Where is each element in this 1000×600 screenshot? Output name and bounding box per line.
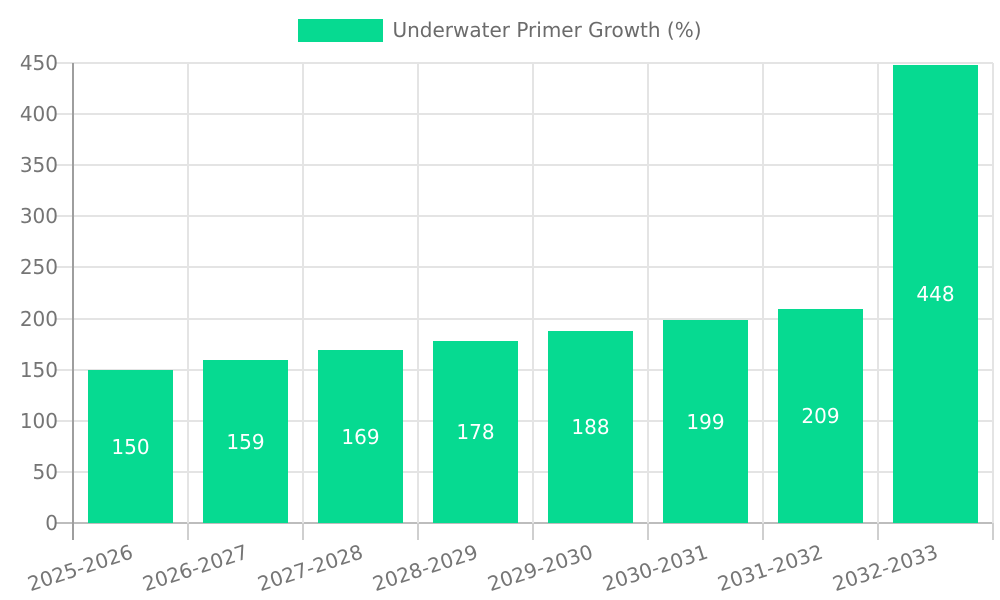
bar-value-label: 199 bbox=[686, 409, 725, 434]
bar-value-label: 188 bbox=[571, 415, 610, 439]
h-gridline bbox=[55, 113, 993, 115]
h-gridline bbox=[55, 522, 993, 524]
x-axis-tick bbox=[417, 523, 419, 540]
h-gridline bbox=[55, 266, 993, 268]
y-tick-label: 300 bbox=[19, 204, 58, 228]
v-gridline bbox=[417, 63, 419, 523]
bar-value-label: 150 bbox=[111, 434, 150, 459]
bar-value-label: 169 bbox=[341, 424, 380, 449]
bar[interactable]: 209 bbox=[778, 309, 863, 523]
bar-value-label: 448 bbox=[916, 282, 955, 306]
y-tick-label: 200 bbox=[19, 307, 58, 331]
h-gridline bbox=[55, 318, 993, 320]
x-tick-label: 2028-2029 bbox=[369, 539, 481, 597]
legend-color-swatch bbox=[298, 18, 384, 42]
y-tick-label: 250 bbox=[19, 255, 58, 279]
bar[interactable]: 188 bbox=[548, 331, 633, 523]
h-gridline bbox=[55, 62, 993, 64]
h-gridline bbox=[55, 369, 993, 371]
x-tick-label: 2030-2031 bbox=[599, 539, 711, 597]
bar[interactable]: 448 bbox=[893, 65, 978, 523]
x-axis-tick bbox=[992, 523, 994, 540]
h-gridline bbox=[55, 420, 993, 422]
y-tick-label: 0 bbox=[45, 511, 58, 535]
y-tick-label: 350 bbox=[19, 153, 58, 177]
x-axis-tick bbox=[877, 523, 879, 540]
y-tick-label: 50 bbox=[32, 460, 58, 484]
x-axis-tick bbox=[762, 523, 764, 540]
legend-label: Underwater Primer Growth (%) bbox=[392, 18, 702, 42]
v-gridline bbox=[877, 63, 879, 523]
v-gridline bbox=[992, 63, 994, 523]
x-tick-label: 2029-2030 bbox=[484, 539, 596, 597]
v-gridline bbox=[302, 63, 304, 523]
bar-value-label: 209 bbox=[801, 404, 840, 428]
y-axis-line bbox=[72, 63, 74, 540]
y-tick-label: 400 bbox=[19, 102, 58, 126]
h-gridline bbox=[55, 164, 993, 166]
legend-item[interactable]: Underwater Primer Growth (%) bbox=[298, 18, 702, 42]
y-tick-label: 150 bbox=[19, 358, 58, 382]
x-axis-tick bbox=[532, 523, 534, 540]
bar[interactable]: 150 bbox=[88, 370, 173, 523]
x-axis-tick bbox=[647, 523, 649, 540]
x-tick-label: 2032-2033 bbox=[829, 539, 941, 597]
bar[interactable]: 178 bbox=[433, 341, 518, 523]
h-gridline bbox=[55, 471, 993, 473]
x-tick-label: 2027-2028 bbox=[254, 539, 366, 597]
bar[interactable]: 199 bbox=[663, 320, 748, 523]
bar-value-label: 178 bbox=[456, 420, 495, 444]
x-tick-label: 2031-2032 bbox=[714, 539, 826, 597]
x-axis-tick bbox=[187, 523, 189, 540]
h-gridline bbox=[55, 215, 993, 217]
x-tick-label: 2026-2027 bbox=[139, 539, 251, 597]
v-gridline bbox=[532, 63, 534, 523]
x-tick-label: 2025-2026 bbox=[24, 539, 136, 597]
bar[interactable]: 159 bbox=[203, 360, 288, 523]
chart-legend: Underwater Primer Growth (%) bbox=[0, 18, 1000, 42]
bar[interactable]: 169 bbox=[318, 350, 403, 523]
v-gridline bbox=[647, 63, 649, 523]
bar-value-label: 159 bbox=[226, 429, 265, 454]
y-tick-label: 100 bbox=[19, 409, 58, 433]
x-axis-tick bbox=[302, 523, 304, 540]
y-tick-label: 450 bbox=[19, 51, 58, 75]
v-gridline bbox=[762, 63, 764, 523]
v-gridline bbox=[187, 63, 189, 523]
